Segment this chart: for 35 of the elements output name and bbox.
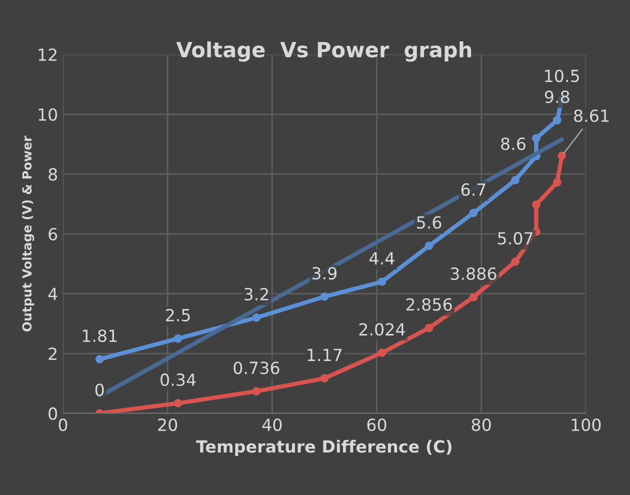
y-tick-label: 12: [38, 48, 56, 61]
y-tick-label: 8: [48, 168, 57, 181]
data-label: 1.17: [308, 348, 342, 361]
data-label: 8.61: [574, 109, 609, 122]
x-tick-label: 0: [58, 418, 68, 432]
data-label: 1.81: [82, 329, 117, 342]
y-tick-label: 0: [48, 407, 58, 420]
chart-title: Voltage Vs Power graph: [176, 41, 472, 62]
y-tick-label: 10: [38, 108, 58, 121]
data-label: 2.856: [406, 298, 452, 311]
data-label: 9.8: [544, 90, 570, 104]
x-tick-label: 60: [367, 418, 386, 432]
y-tick-label: 2: [48, 347, 56, 360]
data-label: 0.34: [160, 373, 196, 386]
x-tick-label: 20: [158, 418, 178, 432]
x-tick-label: 40: [262, 418, 282, 432]
data-label: 3.9: [312, 266, 337, 280]
data-label: 4.4: [370, 252, 394, 264]
data-label: 3.886: [450, 267, 496, 280]
data-label: 6.7: [461, 183, 486, 196]
x-tick-label: 80: [472, 418, 491, 432]
data-label: 2.5: [166, 308, 190, 322]
data-label: 0.736: [234, 362, 280, 374]
data-label: 2.024: [359, 323, 405, 336]
y-axis-title: Output Voltage (V) & Power: [22, 136, 34, 332]
x-tick-label: 100: [572, 418, 601, 432]
data-label: 5.07: [498, 232, 532, 245]
data-label: 10.5: [545, 70, 579, 82]
data-label: 3.2: [244, 288, 268, 301]
data-label: 0: [95, 384, 104, 396]
data-label: 8.6: [501, 138, 526, 150]
y-tick-label: 4: [48, 288, 58, 300]
data-label: 5.6: [417, 216, 442, 229]
x-axis-title: Temperature Difference (C): [196, 440, 452, 456]
y-tick-label: 6: [48, 228, 58, 240]
